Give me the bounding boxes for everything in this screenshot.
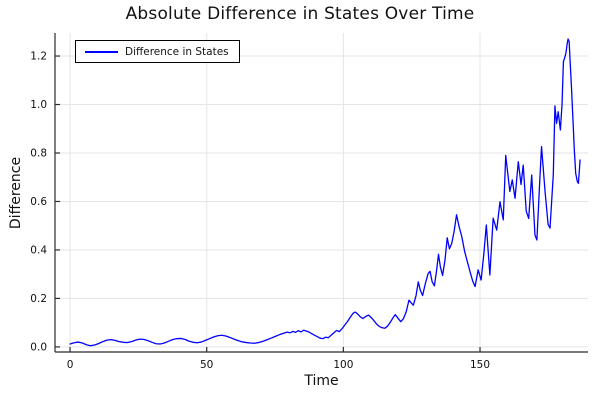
tick-marks xyxy=(55,55,481,352)
y-tick-label: 0.8 xyxy=(30,147,47,159)
x-tick-label: 100 xyxy=(333,359,353,371)
tick-labels: 0 50 100 150 0.0 0.2 0.4 0.6 0.8 1.0 1.2 xyxy=(30,51,490,371)
y-tick-label: 0.2 xyxy=(30,293,47,305)
chart-title: Absolute Difference in States Over Time xyxy=(125,4,475,24)
legend-series-label: Difference in States xyxy=(125,45,229,58)
y-tick-label: 0.6 xyxy=(30,196,47,208)
difference-series-line xyxy=(69,38,581,347)
y-tick-label: 1.0 xyxy=(30,99,47,111)
legend-line-sample-icon xyxy=(85,50,118,53)
x-tick-label: 150 xyxy=(470,359,490,371)
x-tick-label: 50 xyxy=(200,359,213,371)
y-tick-label: 0.4 xyxy=(30,244,47,256)
y-tick-label: 0.0 xyxy=(30,341,47,353)
x-axis-label: Time xyxy=(304,373,339,389)
x-tick-label: 0 xyxy=(67,359,74,371)
gridlines xyxy=(55,33,588,352)
legend-box: Difference in States xyxy=(75,40,240,63)
y-tick-label: 1.2 xyxy=(30,51,47,63)
axes-spines xyxy=(54,33,588,353)
y-axis-label: Difference xyxy=(8,156,24,230)
